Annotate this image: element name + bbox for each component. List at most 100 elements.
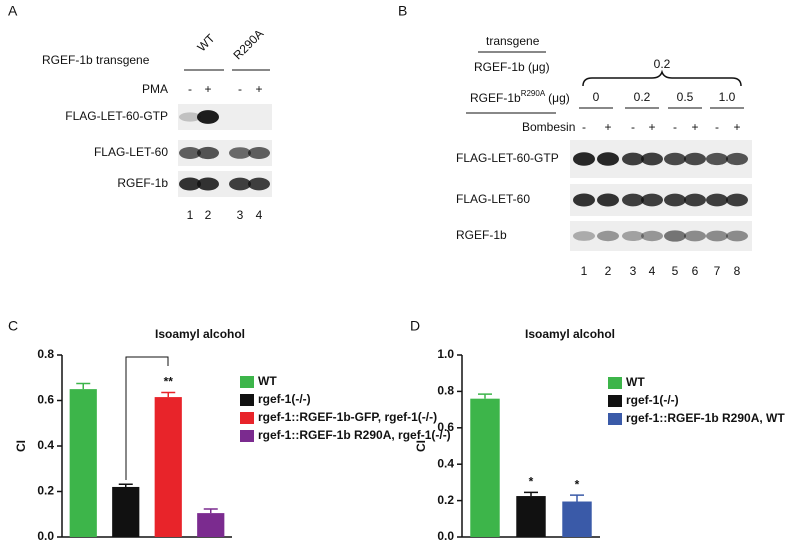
mutant-name: RGEF-1b bbox=[470, 91, 521, 105]
significance-mark: ** bbox=[164, 375, 174, 389]
legend-swatch bbox=[608, 395, 622, 407]
lane-number: 6 bbox=[692, 264, 699, 278]
lane-number: 4 bbox=[256, 208, 263, 222]
row-label: RGEF-1b bbox=[456, 228, 507, 242]
brace bbox=[582, 69, 742, 87]
legend-swatch bbox=[608, 413, 622, 425]
treatment-sign: - bbox=[673, 120, 677, 134]
y-tick-label: 0.6 bbox=[437, 420, 454, 434]
error-bar bbox=[161, 391, 176, 398]
blot-band bbox=[573, 231, 595, 241]
blot-band bbox=[641, 152, 663, 166]
panel-label: B bbox=[398, 3, 407, 19]
panel-label: A bbox=[8, 3, 18, 19]
treatment-sign: + bbox=[691, 120, 698, 134]
lane-number: 1 bbox=[581, 264, 588, 278]
lane-number: 3 bbox=[237, 208, 244, 222]
blot-band bbox=[726, 193, 748, 207]
legend-swatch bbox=[240, 430, 254, 442]
blot-band bbox=[229, 177, 251, 191]
panel-label: C bbox=[8, 318, 18, 334]
mutant-unit: (μg) bbox=[548, 91, 570, 105]
blot-band bbox=[229, 147, 251, 159]
legend-swatch bbox=[240, 394, 254, 406]
legend-label: rgef-1::RGEF-1b R290A, WT bbox=[626, 411, 785, 425]
bar bbox=[516, 496, 546, 537]
y-tick-label: 0.4 bbox=[437, 456, 454, 470]
y-tick-label: 0.8 bbox=[37, 347, 54, 361]
bar bbox=[197, 513, 225, 537]
mutant-label: RGEF-1bR290A (μg) bbox=[470, 89, 570, 105]
treatment-sign: - bbox=[582, 120, 586, 134]
y-tick-label: 0.8 bbox=[437, 384, 454, 398]
blot-background bbox=[178, 104, 272, 130]
blot-band bbox=[573, 152, 595, 166]
row-label: FLAG-LET-60-GTP bbox=[65, 109, 168, 123]
blot-band bbox=[706, 152, 728, 166]
dose: 1.0 bbox=[719, 90, 736, 104]
blot-band bbox=[622, 230, 644, 242]
lane-number: 3 bbox=[630, 264, 637, 278]
lane-number: 2 bbox=[205, 208, 212, 222]
blot-band bbox=[622, 152, 644, 166]
treatment-sign: + bbox=[255, 82, 262, 96]
blot-band bbox=[573, 193, 595, 207]
legend-label: rgef-1::RGEF-1b R290A, rgef-1(-/-) bbox=[258, 428, 451, 442]
legend-label: rgef-1(-/-) bbox=[626, 393, 679, 407]
row-label: FLAG-LET-60-GTP bbox=[456, 151, 559, 165]
error-bar bbox=[76, 382, 91, 390]
blot-band bbox=[179, 147, 201, 159]
blot-band bbox=[248, 147, 270, 159]
blot-band bbox=[197, 177, 219, 191]
comparison-bracket bbox=[125, 356, 169, 480]
bar bbox=[562, 501, 592, 537]
treatment-sign: + bbox=[604, 120, 611, 134]
y-tick-label: 0.6 bbox=[37, 393, 54, 407]
lane-number: 1 bbox=[187, 208, 194, 222]
row-label: FLAG-LET-60 bbox=[94, 145, 168, 159]
group-label: R290A bbox=[230, 27, 266, 63]
blot-band bbox=[248, 177, 270, 191]
y-axis-label: CI bbox=[414, 440, 428, 452]
blot-band bbox=[684, 230, 706, 242]
blot-band bbox=[664, 193, 686, 207]
treatment-sign: - bbox=[238, 82, 242, 96]
header: transgene bbox=[486, 34, 540, 48]
y-tick-label: 0.2 bbox=[437, 493, 454, 507]
error-bar bbox=[570, 494, 584, 502]
error-bar bbox=[203, 508, 218, 514]
y-tick-label: 0.2 bbox=[37, 484, 54, 498]
blot-band bbox=[641, 193, 663, 207]
chart-title: Isoamyl alcohol bbox=[155, 327, 245, 341]
blot-band bbox=[726, 230, 748, 242]
significance-mark: * bbox=[529, 475, 534, 489]
blot-band bbox=[179, 112, 201, 122]
lane-number: 8 bbox=[734, 264, 741, 278]
treatment-sign: + bbox=[204, 82, 211, 96]
rgef-amount: 0.2 bbox=[654, 57, 671, 71]
y-tick-label: 1.0 bbox=[437, 347, 454, 361]
blot-band bbox=[597, 230, 619, 242]
blot-band bbox=[684, 193, 706, 207]
lane-number: 4 bbox=[649, 264, 656, 278]
legend-swatch bbox=[240, 376, 254, 388]
rgef-label: RGEF-1b (μg) bbox=[474, 60, 550, 74]
transgene-label: RGEF-1b transgene bbox=[42, 53, 150, 67]
blot-band bbox=[726, 152, 748, 166]
lane-number: 7 bbox=[714, 264, 721, 278]
row-label: RGEF-1b bbox=[117, 176, 168, 190]
blot-band bbox=[641, 230, 663, 242]
bar bbox=[470, 398, 500, 537]
error-bar bbox=[524, 491, 538, 497]
blot-band bbox=[197, 146, 219, 160]
legend-label: rgef-1::RGEF-1b-GFP, rgef-1(-/-) bbox=[258, 410, 437, 424]
dose: 0 bbox=[593, 90, 600, 104]
treatment-label: Bombesin bbox=[522, 120, 575, 134]
legend-label: rgef-1(-/-) bbox=[258, 392, 311, 406]
lane-number: 2 bbox=[605, 264, 612, 278]
lane-number: 5 bbox=[672, 264, 679, 278]
bar bbox=[69, 389, 97, 537]
y-tick-label: 0.4 bbox=[37, 438, 54, 452]
treatment-sign: + bbox=[648, 120, 655, 134]
